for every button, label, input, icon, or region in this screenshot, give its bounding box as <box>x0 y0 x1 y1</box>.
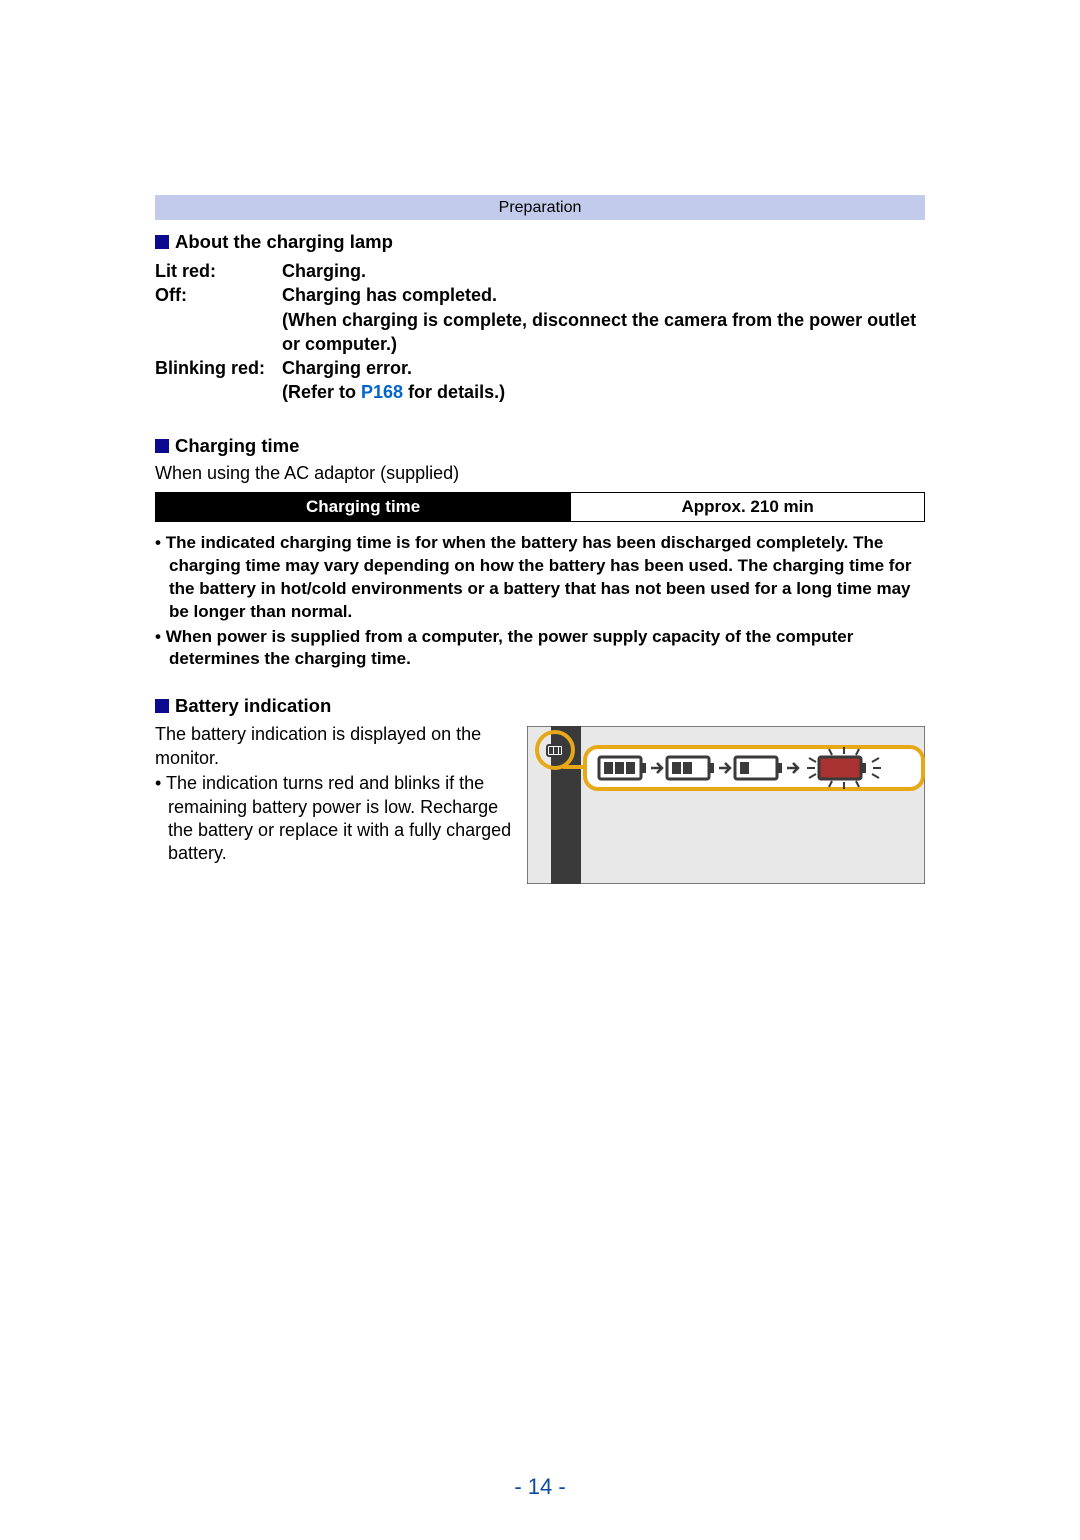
page-link[interactable]: P168 <box>361 382 403 402</box>
heading-battery-indication: Battery indication <box>155 695 925 717</box>
square-bullet-icon <box>155 699 169 713</box>
definition-value: Charging has completed. (When charging i… <box>282 283 925 356</box>
heading-text: About the charging lamp <box>175 231 393 252</box>
definition-value: Charging. <box>282 259 925 283</box>
definition-label: Blinking red: <box>155 356 282 405</box>
definition-value: Charging error. (Refer to P168 for detai… <box>282 356 925 405</box>
square-bullet-icon <box>155 235 169 249</box>
section-header-bar: Preparation <box>155 195 925 220</box>
body-text: The battery indication is displayed on t… <box>155 723 515 770</box>
definition-row: Lit red: Charging. <box>155 259 925 283</box>
page-number: - 14 - <box>155 1474 925 1540</box>
square-bullet-icon <box>155 439 169 453</box>
table-data-cell: Approx. 210 min <box>571 492 925 521</box>
sub-bullet-list: The indication turns red and blinks if t… <box>155 772 515 866</box>
battery-indication-diagram <box>527 726 925 884</box>
definition-label: Off: <box>155 283 282 356</box>
note-item: The indicated charging time is for when … <box>155 532 925 624</box>
charging-time-table: Charging time Approx. 210 min <box>155 492 925 522</box>
two-column-layout: The battery indication is displayed on t… <box>155 723 925 884</box>
heading-charging-lamp: About the charging lamp <box>155 231 925 253</box>
document-page: Preparation About the charging lamp Lit … <box>0 0 1080 1540</box>
heading-charging-time: Charging time <box>155 435 925 457</box>
definition-label: Lit red: <box>155 259 282 283</box>
definition-row: Off: Charging has completed. (When charg… <box>155 283 925 356</box>
heading-text: Charging time <box>175 435 299 456</box>
text-suffix: for details.) <box>403 382 505 402</box>
text-line: Charging has completed. <box>282 285 497 305</box>
heading-text: Battery indication <box>175 695 331 716</box>
subtitle-text: When using the AC adaptor (supplied) <box>155 463 925 484</box>
text-line: (When charging is complete, disconnect t… <box>282 310 916 354</box>
definition-row: Blinking red: Charging error. (Refer to … <box>155 356 925 405</box>
left-column: The battery indication is displayed on t… <box>155 723 515 865</box>
table-header-cell: Charging time <box>156 492 571 521</box>
sub-bullet-item: The indication turns red and blinks if t… <box>155 772 515 866</box>
notes-list: The indicated charging time is for when … <box>155 532 925 672</box>
note-item: When power is supplied from a computer, … <box>155 626 925 672</box>
